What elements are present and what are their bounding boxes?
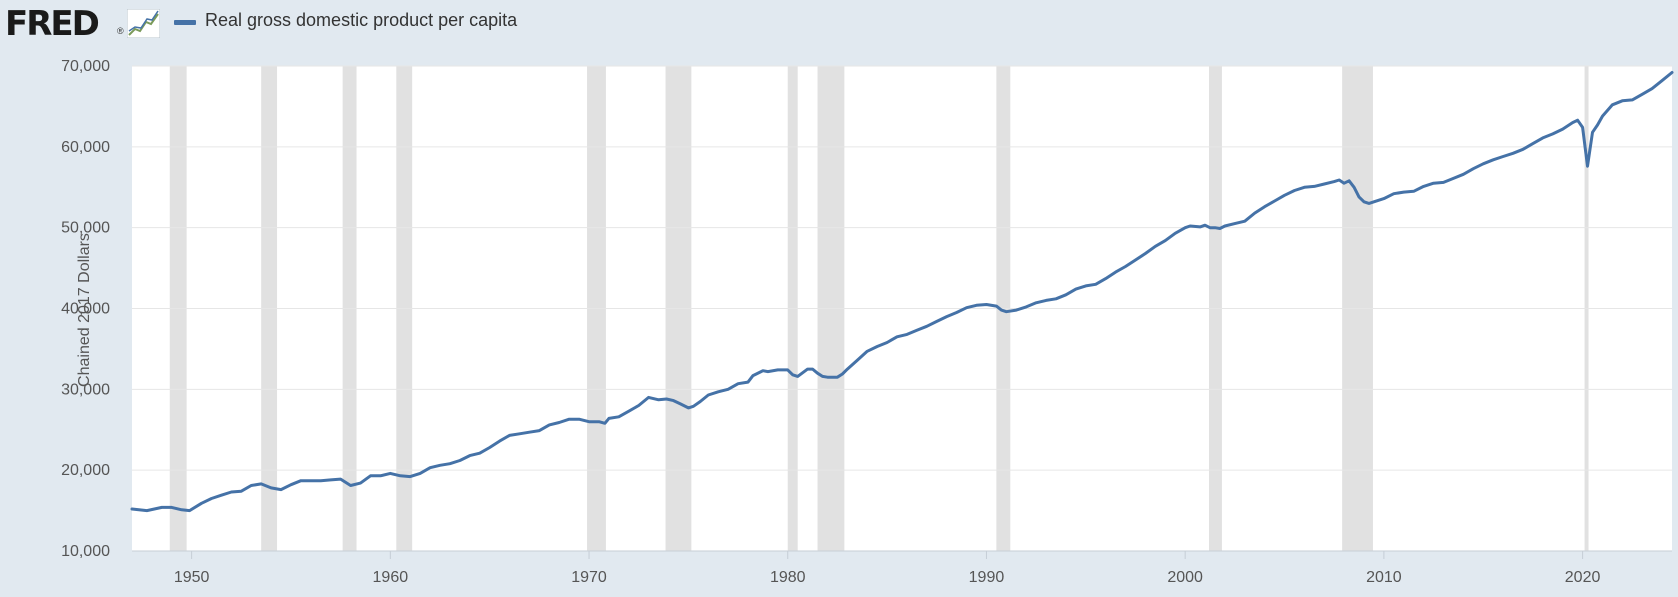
y-tick-label: 30,000 <box>61 381 110 398</box>
y-tick-label: 20,000 <box>61 462 110 479</box>
x-tick-label: 1970 <box>571 569 607 586</box>
y-tick-label: 40,000 <box>61 301 110 318</box>
y-axis-title-wrap: Chained 2017 Dollars <box>0 0 93 597</box>
x-tick-label: 1950 <box>174 569 210 586</box>
y-tick-label: 70,000 <box>61 58 110 75</box>
y-tick-label: 50,000 <box>61 220 110 237</box>
series-layer <box>130 71 1674 513</box>
legend-swatch <box>174 20 196 25</box>
y-tick-label: 60,000 <box>61 139 110 156</box>
x-tick-label: 1960 <box>373 569 409 586</box>
series-line[interactable] <box>130 71 1674 513</box>
fred-logo[interactable]: FRED <box>5 4 100 44</box>
x-tick-label: 1980 <box>770 569 806 586</box>
fred-graph-icon[interactable] <box>127 9 160 38</box>
x-tick-label: 1990 <box>969 569 1005 586</box>
x-tick-label: 2020 <box>1565 569 1601 586</box>
y-tick-label: 10,000 <box>61 543 110 560</box>
legend-label: Real gross domestic product per capita <box>205 10 518 30</box>
y-axis-ticks: 10,000 20,000 30,000 40,000 50,000 60,000 70,0… <box>61 58 110 560</box>
chart-header: FRED ® Real gross domestic product per c… <box>0 0 1678 44</box>
y-axis-title: Chained 2017 Dollars <box>75 233 93 387</box>
x-tick-label: 2010 <box>1366 569 1402 586</box>
x-tick-label: 2000 <box>1167 569 1203 586</box>
gridlines <box>132 65 1672 471</box>
registered-mark: ® <box>117 26 124 36</box>
x-axis-ticks: 1950 1960 1970 1980 1990 2000 2010 2020 <box>174 551 1601 586</box>
